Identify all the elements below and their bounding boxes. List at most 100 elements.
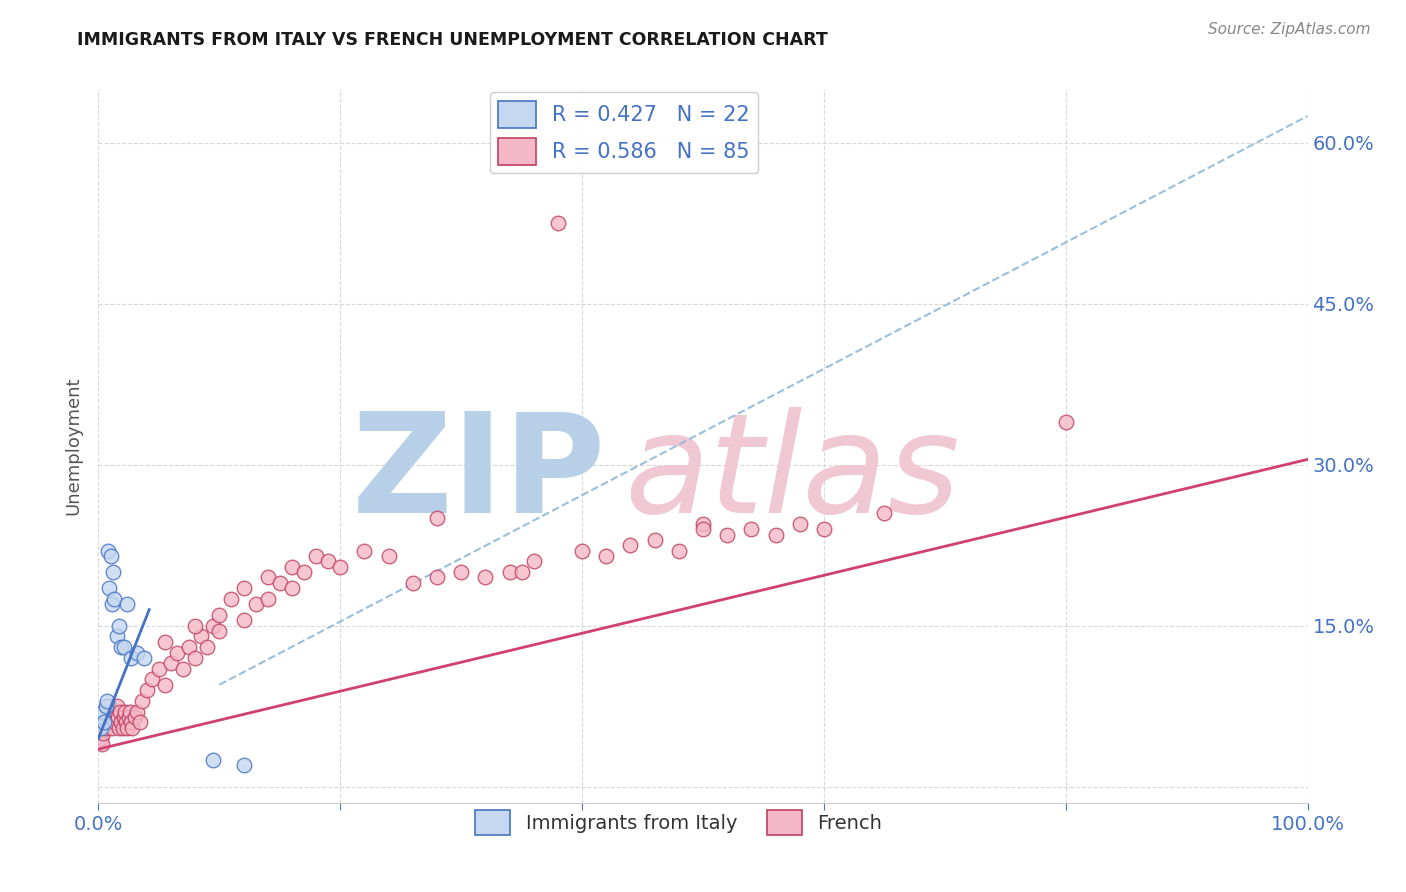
Point: [765, 527, 787, 541]
Point: [160, 657, 183, 671]
Point: [115, 715, 138, 730]
Point: [90, 731, 112, 746]
Point: [104, 715, 127, 730]
Point: [110, 715, 132, 730]
Point: [105, 630, 128, 644]
Point: [353, 543, 375, 558]
Point: [112, 640, 135, 655]
Point: [789, 516, 811, 531]
Point: [117, 597, 139, 611]
Point: [184, 651, 207, 665]
Point: [595, 549, 617, 563]
Point: [208, 624, 231, 639]
Point: [523, 554, 546, 568]
Text: atlas: atlas: [624, 407, 960, 542]
Point: [97, 705, 120, 719]
Point: [124, 710, 146, 724]
Point: [232, 613, 254, 627]
Point: [202, 619, 225, 633]
Point: [813, 522, 835, 536]
Point: [108, 721, 131, 735]
Point: [256, 570, 278, 584]
Point: [619, 538, 641, 552]
Point: [740, 522, 762, 536]
Point: [269, 575, 291, 590]
Point: [190, 630, 212, 644]
Point: [94, 721, 117, 735]
Point: [103, 705, 125, 719]
Point: [101, 565, 124, 579]
Point: [98, 699, 121, 714]
Point: [111, 721, 134, 735]
Legend: Immigrants from Italy, French: Immigrants from Italy, French: [468, 803, 890, 843]
Point: [202, 753, 225, 767]
Point: [97, 543, 120, 558]
Point: [281, 559, 304, 574]
Point: [135, 683, 157, 698]
Point: [141, 673, 163, 687]
Point: [256, 591, 278, 606]
Point: [153, 635, 176, 649]
Point: [305, 549, 328, 563]
Point: [117, 721, 139, 735]
Point: [510, 565, 533, 579]
Point: [426, 570, 449, 584]
Point: [128, 715, 150, 730]
Point: [450, 565, 472, 579]
Point: [127, 646, 149, 660]
Point: [91, 710, 114, 724]
Text: ZIP: ZIP: [352, 407, 606, 542]
Point: [873, 506, 896, 520]
Point: [692, 522, 714, 536]
Point: [131, 694, 153, 708]
Point: [571, 543, 593, 558]
Point: [91, 705, 114, 719]
Point: [1054, 415, 1077, 429]
Point: [100, 597, 122, 611]
Point: [547, 216, 569, 230]
Point: [120, 715, 142, 730]
Point: [172, 662, 194, 676]
Point: [121, 721, 143, 735]
Point: [316, 554, 339, 568]
Point: [716, 527, 738, 541]
Point: [232, 758, 254, 772]
Point: [114, 705, 136, 719]
Point: [221, 591, 243, 606]
Point: [91, 737, 114, 751]
Point: [100, 549, 122, 563]
Point: [474, 570, 496, 584]
Point: [179, 640, 201, 655]
Point: [232, 581, 254, 595]
Point: [103, 591, 125, 606]
Point: [498, 565, 520, 579]
Point: [108, 619, 131, 633]
Point: [98, 581, 121, 595]
Point: [208, 607, 231, 622]
Point: [166, 646, 188, 660]
Text: IMMIGRANTS FROM ITALY VS FRENCH UNEMPLOYMENT CORRELATION CHART: IMMIGRANTS FROM ITALY VS FRENCH UNEMPLOY…: [77, 31, 828, 49]
Point: [118, 705, 141, 719]
Point: [120, 651, 142, 665]
Point: [644, 533, 666, 547]
Point: [668, 543, 690, 558]
Point: [93, 715, 115, 730]
Point: [100, 721, 122, 735]
Point: [105, 699, 128, 714]
Point: [90, 721, 112, 735]
Point: [281, 581, 304, 595]
Point: [195, 640, 218, 655]
Point: [245, 597, 267, 611]
Point: [110, 640, 132, 655]
Text: Source: ZipAtlas.com: Source: ZipAtlas.com: [1208, 22, 1371, 37]
Point: [402, 575, 425, 590]
Point: [184, 619, 207, 633]
Point: [426, 511, 449, 525]
Point: [91, 726, 114, 740]
Point: [692, 516, 714, 531]
Point: [292, 565, 315, 579]
Point: [134, 651, 156, 665]
Point: [100, 715, 122, 730]
Point: [112, 710, 135, 724]
Point: [108, 705, 131, 719]
